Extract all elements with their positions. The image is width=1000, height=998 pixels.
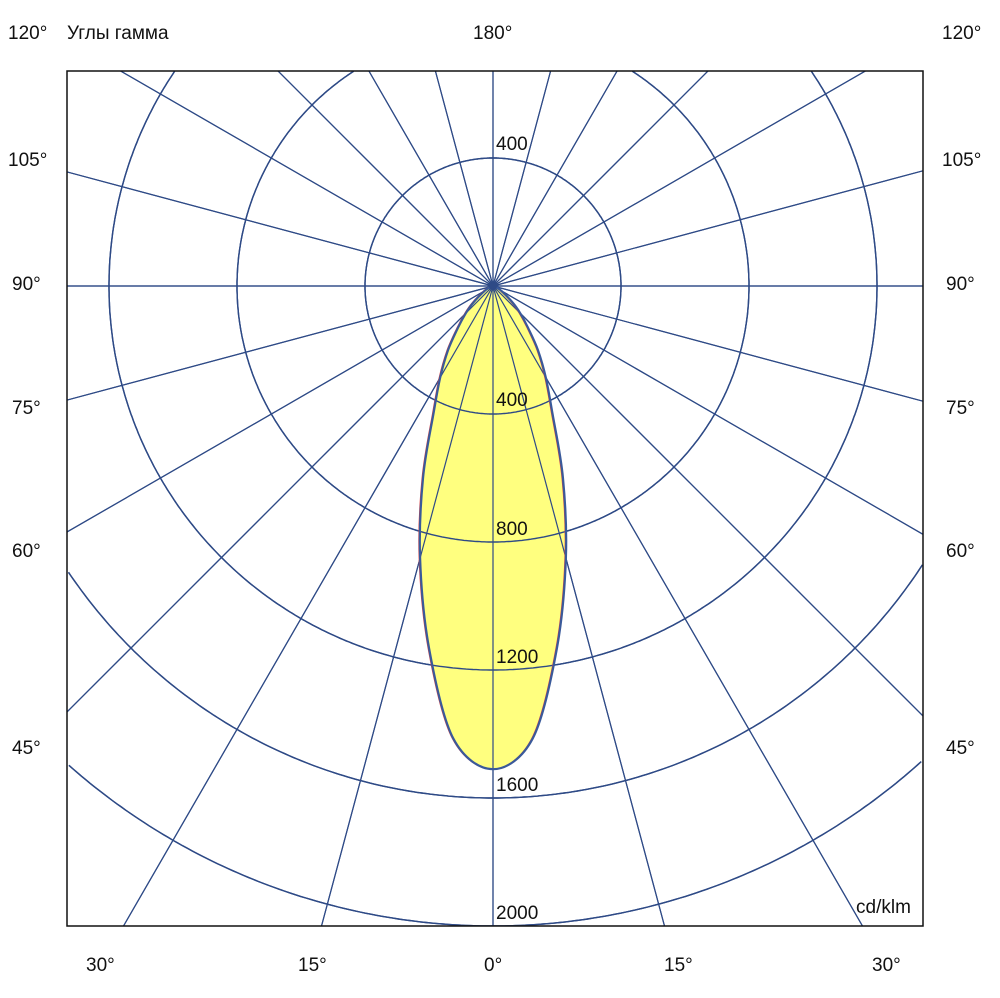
chart-title: Углы гамма <box>67 23 169 44</box>
plot-frame <box>66 70 924 927</box>
angle-label-right: 45° <box>946 738 975 759</box>
angle-label-right: 120° <box>942 23 982 44</box>
grid-radial-line-overlay <box>67 285 494 713</box>
angle-label-bottom: 30° <box>86 955 115 976</box>
grid-circle-overlay <box>67 564 923 799</box>
unit-label: cd/klm <box>856 897 911 918</box>
radial-label-top: 400 <box>496 134 528 155</box>
grid-radial-line-overlay <box>492 285 864 926</box>
angle-label-left: 45° <box>12 738 41 759</box>
angle-label-bottom: 15° <box>298 955 327 976</box>
intensity-curve <box>418 284 568 771</box>
angle-label-left: 105° <box>8 150 48 171</box>
grid-radial-line-overlay <box>492 71 709 287</box>
grid-radial-line-overlay <box>67 171 494 287</box>
grid-radial-line-overlay <box>368 71 494 287</box>
radial-tick-label: 1600 <box>496 775 539 796</box>
angle-label-left: 90° <box>12 274 41 295</box>
grid-radial-line-overlay <box>120 71 494 287</box>
angle-label-right: 90° <box>946 274 975 295</box>
grid-radial-line-overlay <box>492 285 923 717</box>
grid-radial-line-overlay <box>67 285 494 533</box>
grid-circle-overlay <box>236 71 750 543</box>
center-point <box>489 282 497 290</box>
grid-radial-line-overlay <box>492 71 866 287</box>
grid-radial-line-overlay <box>492 285 923 535</box>
grid-radial-line-overlay <box>492 285 666 926</box>
angle-label-top: 180° <box>473 23 513 44</box>
angle-label-bottom: 30° <box>872 955 901 976</box>
angle-label-bottom: 15° <box>664 955 693 976</box>
grid-radial-line-overlay <box>434 71 494 287</box>
grid-radial-line-overlay <box>492 170 923 287</box>
radial-tick-label: 800 <box>496 519 528 540</box>
grid-radial-line-overlay <box>492 285 923 402</box>
grid-radial-line-overlay <box>277 71 494 287</box>
radial-tick-label: 400 <box>496 390 528 411</box>
angle-label-right: 60° <box>946 541 975 562</box>
angle-label-right: 105° <box>942 150 982 171</box>
angle-label-right: 75° <box>946 398 975 419</box>
angle-label-bottom: 0° <box>484 955 503 976</box>
angle-label-left: 60° <box>12 541 41 562</box>
grid-radial-line-overlay <box>67 285 494 401</box>
grid-radial-line-overlay <box>122 285 494 926</box>
grid-radial-line-overlay <box>320 285 494 926</box>
grid-radial-line-overlay <box>492 71 552 287</box>
grid-radial-line-overlay <box>492 71 618 287</box>
angle-label-left: 75° <box>12 398 41 419</box>
radial-tick-label: 2000 <box>496 903 539 924</box>
grid-circle-overlay <box>68 761 922 926</box>
grid-circle-overlay <box>108 71 878 671</box>
radial-tick-label: 1200 <box>496 647 539 668</box>
angle-label-left: 120° <box>8 23 48 44</box>
